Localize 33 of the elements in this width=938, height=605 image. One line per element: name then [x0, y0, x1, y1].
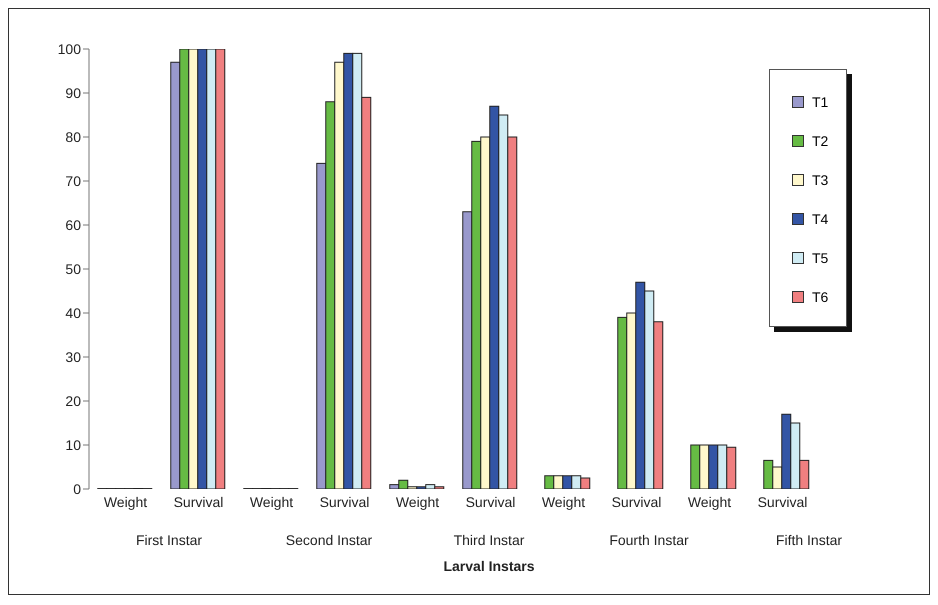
- x-tick-label: Survival: [466, 494, 516, 510]
- text: Third Instar: [452, 532, 526, 548]
- x-tick-label: Weight: [688, 494, 732, 510]
- legend-label: T5: [812, 250, 828, 266]
- y-tick-label: 100: [58, 40, 82, 57]
- x-tick-label: Survival: [320, 494, 370, 510]
- x-axis-title: Larval Instars: [442, 558, 536, 574]
- y-tick-label: 30: [65, 348, 82, 365]
- x-tick-label: Weight: [396, 494, 440, 510]
- y-tick-label: 0: [73, 480, 82, 497]
- text: First Instar: [134, 532, 204, 548]
- legend-label: T6: [812, 288, 828, 304]
- text: Fourth Instar: [608, 532, 690, 548]
- y-tick-label: 50: [65, 260, 82, 277]
- y-tick-label: 10: [65, 436, 82, 453]
- legend-label: T1: [812, 94, 828, 110]
- y-tick-label: 60: [65, 216, 82, 233]
- y-tick-label: 80: [65, 128, 82, 145]
- y-tick-label: 90: [65, 84, 82, 101]
- x-tick-label: Survival: [612, 494, 662, 510]
- legend-label: T3: [812, 172, 828, 188]
- text: Fifth Instar: [774, 532, 844, 548]
- y-tick-label: 40: [65, 304, 82, 321]
- y-tick-label: 20: [65, 392, 82, 409]
- text: Second Instar: [284, 532, 374, 548]
- x-tick-label: Weight: [250, 494, 294, 510]
- legend-label: T4: [812, 210, 828, 226]
- x-tick-label: Survival: [758, 494, 808, 510]
- y-tick-label: 70: [65, 172, 82, 189]
- x-tick-label: Survival: [174, 494, 224, 510]
- x-tick-label: Weight: [542, 494, 586, 510]
- legend-label: T2: [812, 132, 828, 148]
- x-tick-label: Weight: [104, 494, 148, 510]
